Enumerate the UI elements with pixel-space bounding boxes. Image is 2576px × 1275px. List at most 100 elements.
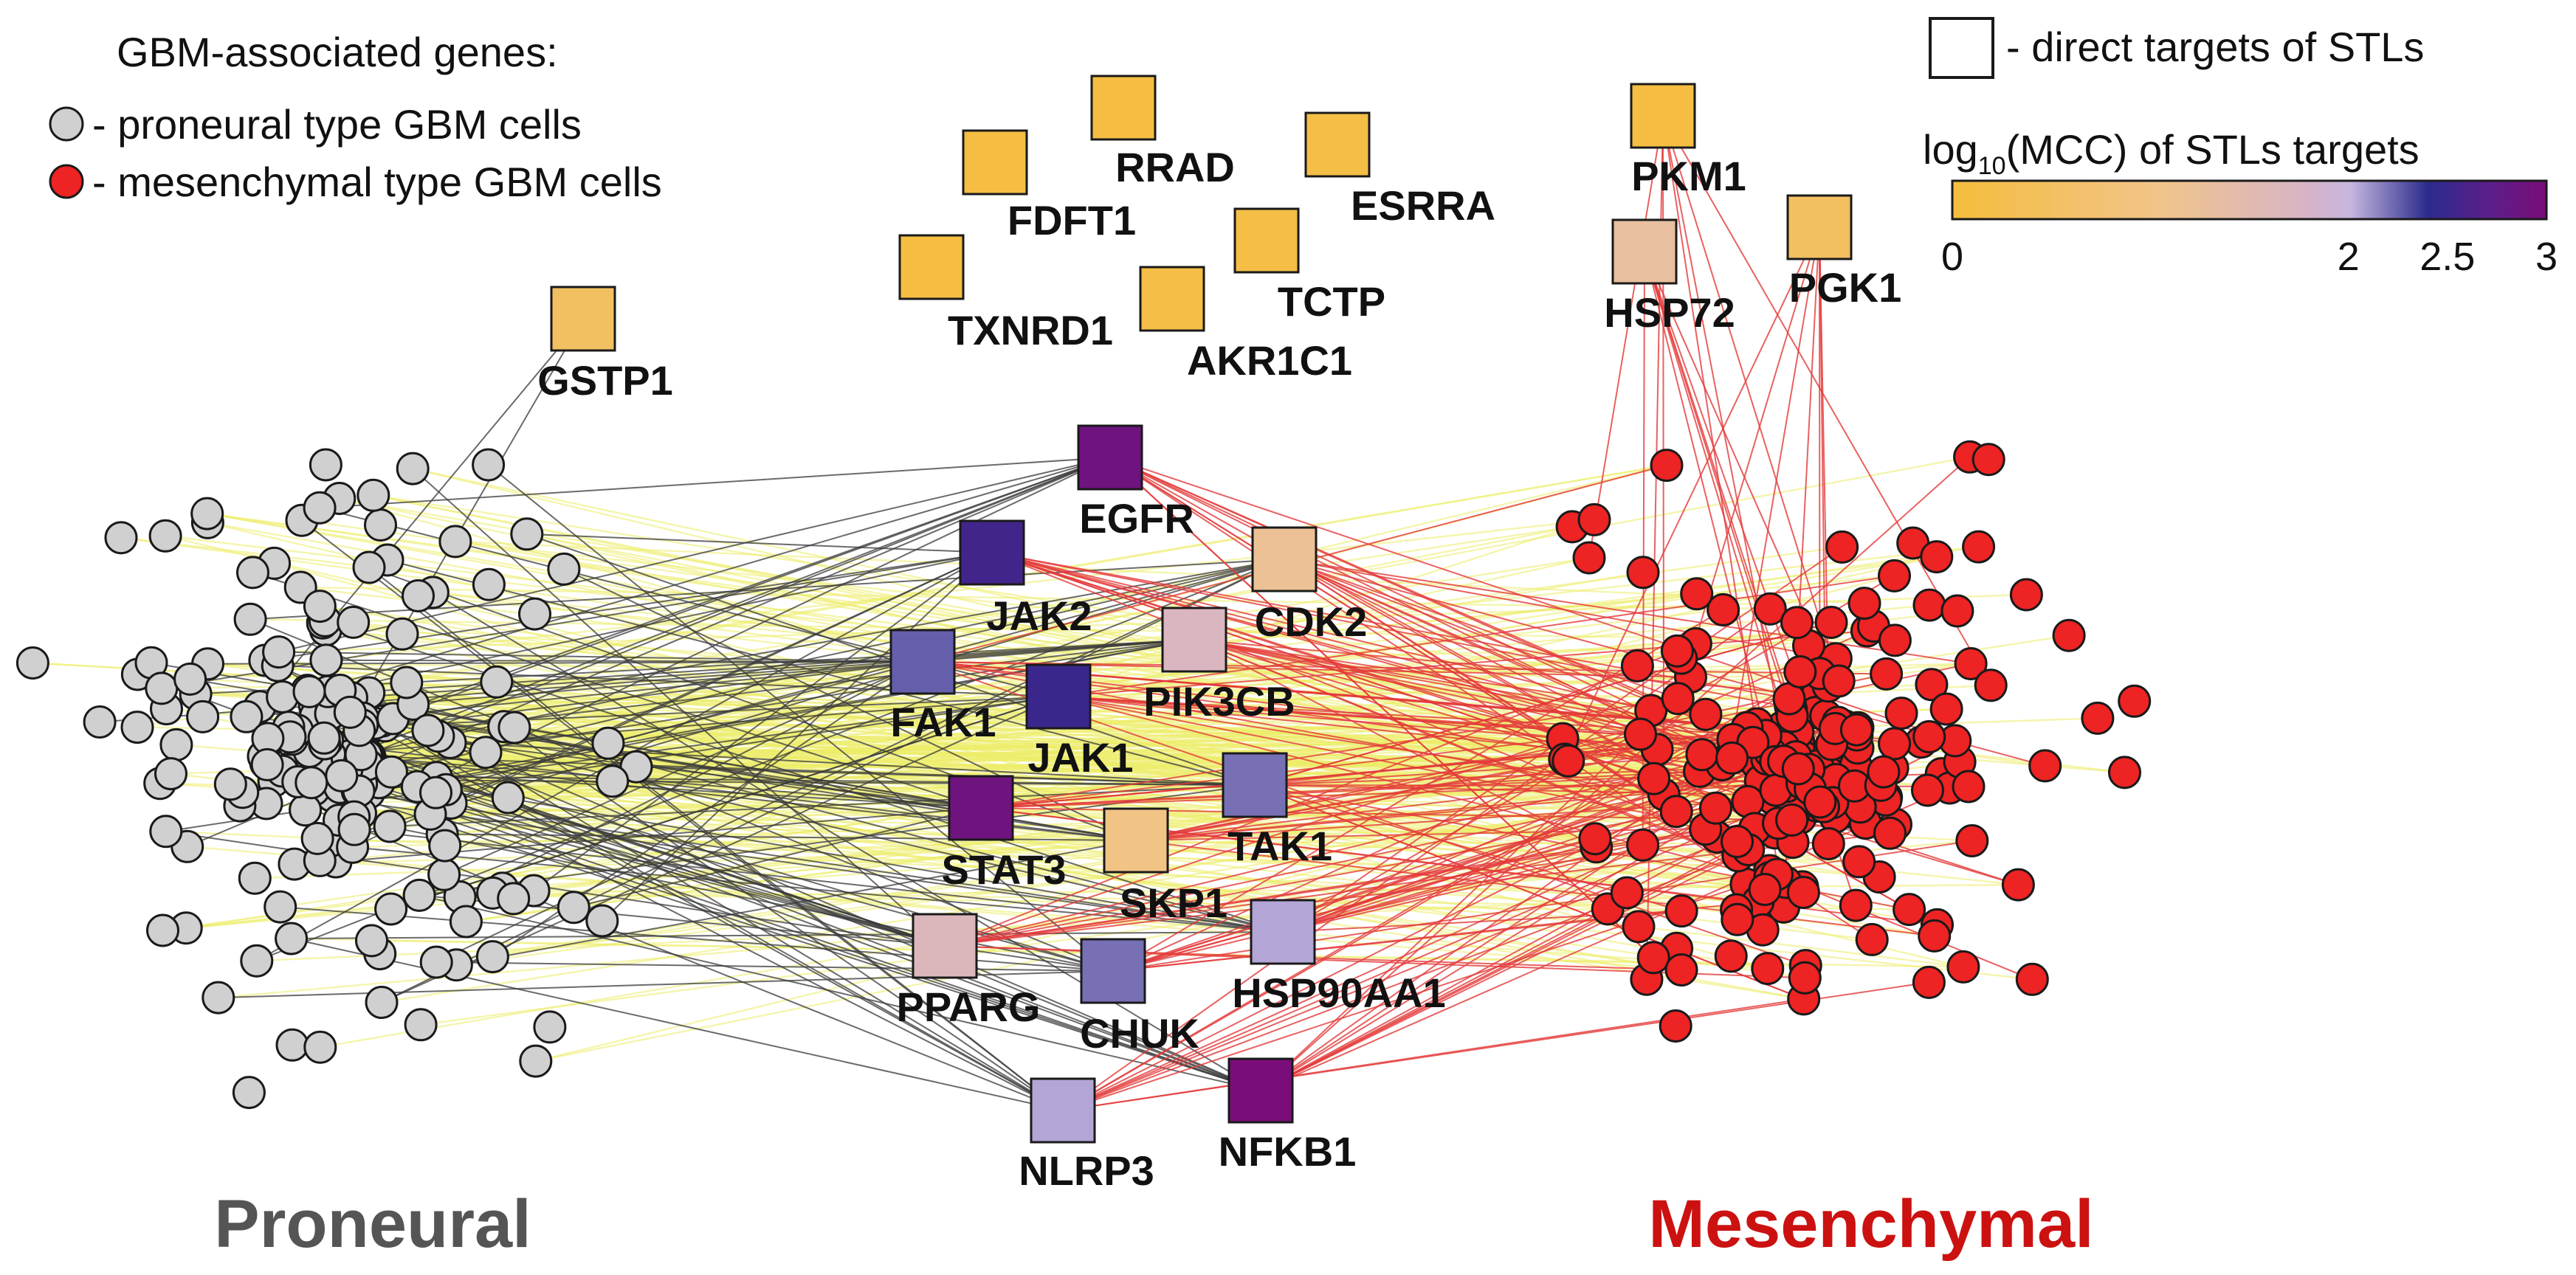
target-label-jak1: JAK1	[1027, 734, 1133, 781]
direct-target-swatch	[1929, 17, 1994, 79]
mesenchymal-gene-node	[1622, 910, 1656, 944]
mesenchymal-gene-node	[1552, 744, 1585, 778]
mesenchymal-gene-node	[1664, 953, 1698, 987]
network-edge	[1062, 801, 1821, 1111]
colorbar-title: log10(MCC) of STLs targets	[1923, 126, 2420, 180]
mesenchymal-gene-node	[1870, 657, 1904, 691]
mesenchymal-gene-node	[1940, 594, 1974, 628]
mesenchymal-gene-node	[1962, 530, 1996, 564]
mesenchymal-gene-node	[1855, 922, 1889, 956]
proneural-gene-node	[365, 986, 399, 1019]
target-label-egfr: EGFR	[1079, 495, 1194, 542]
target-label-nfkb1: NFKB1	[1219, 1128, 1357, 1175]
proneural-gene-node	[428, 829, 462, 863]
colorbar-tick-label: 3	[2535, 235, 2558, 279]
target-label-hsp90aa1: HSP90AA1	[1232, 970, 1445, 1016]
mesenchymal-gene-node	[1915, 668, 1949, 702]
network-edge	[1260, 456, 1971, 1091]
target-node-tak1	[1222, 752, 1288, 818]
mesenchymal-gene-node	[1839, 888, 1873, 922]
mesenchymal-gene-node	[2081, 701, 2115, 735]
mesenchymal-gene-node	[1954, 647, 1988, 680]
mesenchymal-legend-swatch	[49, 164, 84, 199]
mesenchymal-gene-node	[2009, 578, 2043, 612]
proneural-gene-node	[309, 643, 343, 677]
network-edge	[980, 697, 1678, 809]
proneural-gene-node	[289, 793, 323, 827]
mesenchymal-gene-node	[1842, 845, 1876, 879]
network-edge	[442, 833, 1137, 841]
proneural-gene-node	[591, 726, 625, 760]
network-edge	[1058, 629, 1867, 697]
target-label-fdft1: FDFT1	[1008, 197, 1136, 243]
proneural-gene-node	[480, 665, 514, 699]
target-label-pparg: PPARG	[897, 984, 1041, 1030]
stl-target-nodes: RRAD FDFT1 ESRRA TXNRD1 TCTP AKR1C1 PKM1 HSP72 P…	[537, 75, 1902, 1194]
mesenchymal-gene-node	[2028, 749, 2062, 783]
target-label-esrra: ESRRA	[1351, 182, 1495, 229]
proneural-gene-node	[419, 775, 452, 809]
proneural-gene-node	[449, 905, 483, 939]
network-edge	[230, 783, 1284, 933]
mesenchymal-gene-node	[1685, 738, 1719, 772]
proneural-gene-node	[292, 674, 326, 708]
cell-type-legend: GBM-associated genes: - proneural type G…	[49, 29, 662, 205]
network-edge	[1254, 621, 1832, 786]
target-label-skp1: SKP1	[1120, 880, 1227, 926]
proneural-gene-node	[337, 605, 371, 639]
network-edge	[1194, 639, 1764, 736]
mesenchymal-gene-node	[1715, 741, 1749, 775]
network-edge	[455, 540, 1865, 604]
proneural-gene-node	[303, 590, 337, 623]
target-node-pik3cb	[1161, 607, 1227, 673]
proneural-gene-node	[300, 821, 334, 855]
proneural-gene-node	[402, 579, 435, 612]
mesenchymal-gene-node	[1707, 592, 1740, 626]
mesenchymal-gene-node	[1650, 449, 1684, 483]
target-node-fak1	[889, 629, 956, 695]
mesenchymal-gene-node	[1878, 727, 1912, 761]
proneural-gene-node	[236, 556, 269, 590]
target-label-pgk1: PGK1	[1789, 264, 1902, 311]
colorbar-tick-label: 0	[1941, 235, 1963, 279]
proneural-title: Proneural	[214, 1186, 531, 1262]
mesenchymal-gene-node	[1884, 697, 1918, 730]
proneural-gene-node	[438, 525, 472, 559]
mesenchymal-gene-node	[1847, 587, 1881, 621]
mesenchymal-gene-node	[1878, 559, 1911, 592]
mesenchymal-gene-node	[1839, 713, 1873, 747]
mesenchymal-gene-node	[1578, 822, 1612, 856]
mesenchymal-gene-node	[1572, 541, 1606, 575]
target-node-pparg	[912, 913, 978, 979]
proneural-gene-node	[309, 448, 342, 482]
network-edge	[563, 568, 1137, 841]
mesenchymal-gene-node	[1780, 606, 1814, 640]
proneural-gene-node	[533, 1010, 567, 1044]
proneural-legend-swatch	[49, 106, 84, 142]
network-edge	[1644, 251, 1829, 666]
network-edge	[436, 961, 1114, 972]
network-edge	[291, 931, 1284, 939]
target-node-rrad	[1090, 75, 1157, 141]
mesenchymal-gene-node	[1721, 825, 1754, 858]
proneural-gene-node	[154, 757, 187, 791]
mesenchymal-gene-node	[1660, 634, 1694, 668]
proneural-gene-node	[148, 519, 182, 553]
target-node-esrra	[1304, 111, 1371, 178]
network-edge	[1260, 697, 1678, 1091]
target-node-skp1	[1103, 807, 1169, 874]
network-edge	[980, 770, 1700, 809]
proneural-gene-node	[385, 617, 419, 651]
proneural-gene-node	[337, 812, 371, 846]
proneural-gene-node	[519, 1044, 553, 1078]
network-edge	[427, 639, 1195, 732]
proneural-gene-node	[402, 878, 436, 912]
proneural-gene-node	[404, 1008, 438, 1042]
target-label-stat3: STAT3	[941, 846, 1066, 893]
proneural-gene-node	[352, 550, 386, 584]
mesenchymal-gene-node	[1626, 556, 1660, 590]
mesenchymal-gene-node	[1952, 770, 1986, 804]
mesenchymal-gene-node	[1918, 919, 1952, 953]
proneural-gene-node	[266, 680, 300, 713]
